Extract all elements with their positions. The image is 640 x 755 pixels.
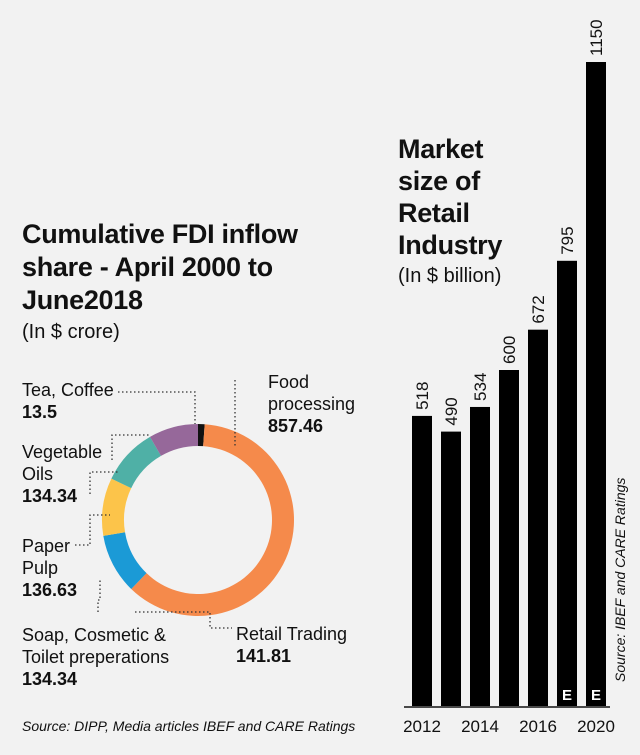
x-tick-label: 2012 <box>403 717 441 736</box>
leader-line <box>118 391 196 424</box>
slice-label: Retail Trading <box>236 624 348 644</box>
slice-value: 141.81 <box>236 646 292 666</box>
slice-label: Soap, Cosmetic & Toilet preperations <box>22 625 170 667</box>
estimate-flag: E <box>591 687 601 704</box>
slice-label: Food processing <box>268 372 356 414</box>
label-tea-coffee: Tea, Coffee 13.5 <box>22 379 114 423</box>
bar-chart-unit: (In $ billion) <box>398 265 502 287</box>
bar-value-label: 1150 <box>587 19 606 56</box>
bar-value-label: 518 <box>413 382 432 410</box>
slice-purple <box>150 424 198 456</box>
slice-value: 134.34 <box>22 486 78 506</box>
slice-value: 857.46 <box>268 416 324 436</box>
bar-value-label: 534 <box>471 373 490 401</box>
bar <box>586 62 606 706</box>
x-tick-label: 2014 <box>461 717 499 736</box>
donut-source: Source: DIPP, Media articles IBEF and CA… <box>22 718 356 734</box>
label-food-processing: Food processing 857.46 <box>268 371 355 437</box>
bar <box>499 370 519 706</box>
slice-tea-coffee <box>198 424 205 447</box>
bar <box>470 406 490 706</box>
slice-label: Tea, Coffee <box>22 380 114 400</box>
leader-line <box>135 611 232 629</box>
bar-chart-title: Market size of Retail Industry <box>398 134 503 260</box>
bar <box>557 260 577 706</box>
slice-label: Paper Pulp <box>22 536 71 578</box>
leader-line <box>111 434 150 460</box>
bar-value-label: 490 <box>442 397 461 425</box>
slice-paper-pulp <box>101 478 132 536</box>
bar-value-label: 795 <box>558 226 577 254</box>
leader-line <box>97 580 101 612</box>
label-retail-trading: Retail Trading 141.81 <box>236 623 347 667</box>
label-vegetable-oils: Vegetable Oils 134.34 <box>22 441 102 507</box>
slice-value: 136.63 <box>22 580 78 600</box>
slice-retail-trading <box>103 532 147 589</box>
slice-value: 134.34 <box>22 669 78 689</box>
slice-vegetable-oils <box>111 436 161 489</box>
bar <box>441 431 461 706</box>
label-soap-cosmetic: Soap, Cosmetic & Toilet preperations 134… <box>22 624 169 690</box>
x-tick-label: 2016 <box>519 717 557 736</box>
slice-value: 13.5 <box>22 402 58 422</box>
label-paper-pulp: Paper Pulp 136.63 <box>22 535 77 601</box>
bar <box>528 329 548 706</box>
bar-value-label: 600 <box>500 336 519 364</box>
slice-food-processing <box>131 424 294 616</box>
bar <box>412 415 432 706</box>
x-tick-label: 2020 <box>577 717 615 736</box>
donut-chart-title: Cumulative FDI inflow share - April 2000… <box>22 219 298 315</box>
slice-label: Vegetable Oils <box>22 442 103 484</box>
bar-source: Source: IBEF and CARE Ratings <box>612 477 628 682</box>
donut-chart-unit: (In $ crore) <box>22 321 120 343</box>
estimate-flag: E <box>562 687 572 704</box>
bar-value-label: 672 <box>529 295 548 323</box>
